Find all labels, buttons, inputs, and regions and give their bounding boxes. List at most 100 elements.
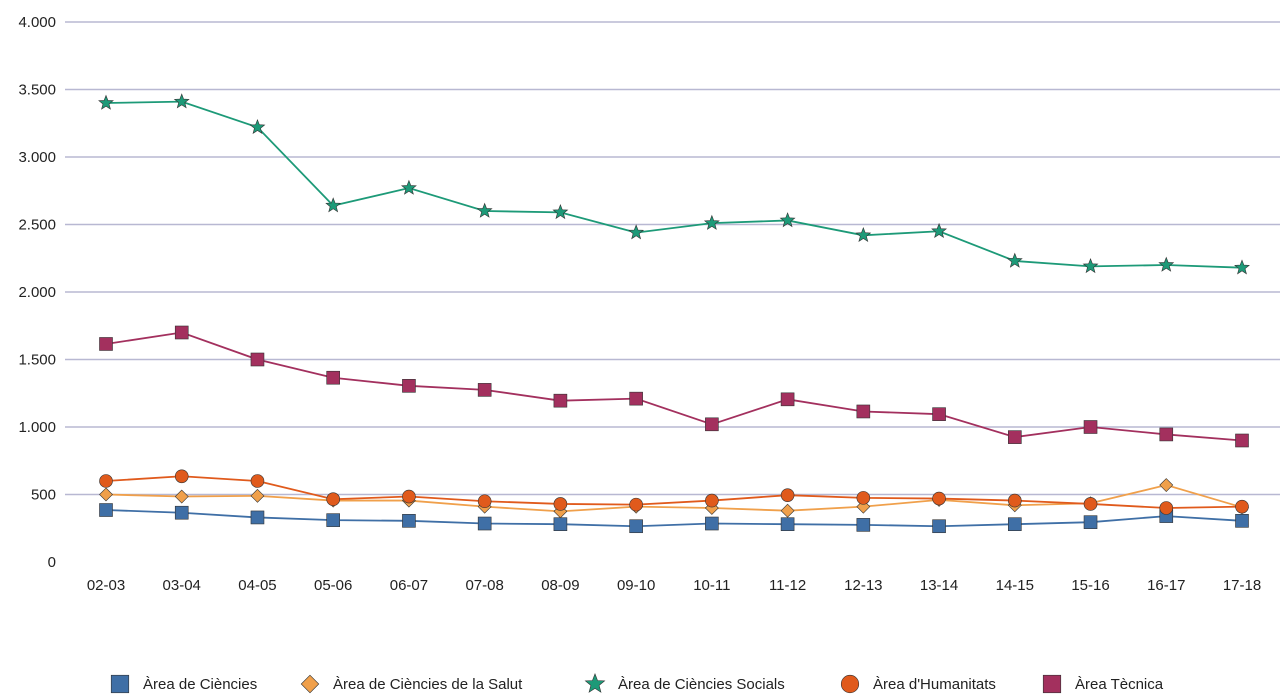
x-axis-tick-labels: 02-03 03-04 04-05 05-06 06-07 07-08 08-09 09-10… bbox=[87, 577, 1261, 594]
legend-item: Àrea de Ciències de la Salut bbox=[300, 674, 523, 694]
data-point bbox=[250, 488, 265, 503]
data-point bbox=[1158, 256, 1175, 272]
series-0 bbox=[99, 503, 1249, 534]
legend-marker bbox=[300, 674, 320, 694]
x-tick-label: 08-09 bbox=[541, 577, 579, 594]
x-tick-label: 14-15 bbox=[996, 577, 1034, 594]
data-point bbox=[326, 492, 341, 507]
x-tick-label: 03-04 bbox=[163, 577, 201, 594]
y-tick-label: 1.500 bbox=[18, 352, 56, 369]
data-point bbox=[629, 497, 643, 512]
legend: Àrea de Ciències Àrea de Ciències de la S… bbox=[110, 673, 1164, 694]
data-point bbox=[932, 519, 946, 534]
series-3 bbox=[99, 469, 1249, 515]
data-point bbox=[326, 513, 341, 527]
x-tick-label: 10-11 bbox=[693, 577, 730, 594]
x-tick-label: 16-17 bbox=[1147, 577, 1185, 594]
x-tick-label: 15-16 bbox=[1071, 577, 1109, 594]
data-point bbox=[174, 469, 189, 484]
data-point bbox=[705, 493, 719, 508]
data-point bbox=[250, 510, 265, 525]
data-point bbox=[249, 118, 266, 135]
legend-item: Àrea Tècnica bbox=[1042, 674, 1164, 694]
legend-item: Àrea de Ciències Socials bbox=[584, 673, 785, 693]
x-tick-label: 11-12 bbox=[769, 577, 806, 594]
series-layer bbox=[98, 93, 1250, 534]
data-point bbox=[856, 404, 871, 419]
y-tick-label: 2.500 bbox=[18, 217, 56, 234]
series-2 bbox=[98, 93, 1250, 275]
data-point bbox=[855, 226, 872, 243]
series-4 bbox=[99, 325, 1249, 448]
legend-marker bbox=[840, 674, 860, 694]
data-point bbox=[99, 503, 113, 517]
y-tick-label: 3.000 bbox=[18, 149, 56, 166]
data-point bbox=[476, 202, 493, 218]
data-point bbox=[402, 379, 416, 393]
series-line bbox=[105, 100, 1243, 269]
legend-label: Àrea de Ciències Socials bbox=[618, 676, 785, 693]
data-point bbox=[553, 393, 568, 408]
data-point bbox=[553, 497, 568, 511]
legend-marker bbox=[110, 674, 130, 694]
data-point bbox=[1007, 517, 1022, 532]
data-point bbox=[326, 370, 341, 385]
data-point bbox=[250, 352, 265, 367]
data-point bbox=[174, 325, 189, 340]
data-point bbox=[1007, 430, 1022, 444]
series-line bbox=[105, 475, 1243, 509]
x-tick-label: 12-13 bbox=[844, 577, 882, 594]
data-point bbox=[703, 214, 720, 230]
data-point bbox=[1082, 258, 1099, 274]
series-line bbox=[105, 509, 1243, 528]
y-tick-label: 500 bbox=[31, 487, 56, 504]
data-point bbox=[1083, 515, 1098, 529]
data-point bbox=[99, 474, 113, 488]
legend-label: Àrea de Ciències de la Salut bbox=[333, 676, 523, 693]
data-point bbox=[173, 93, 190, 109]
data-point bbox=[932, 491, 946, 506]
data-point bbox=[780, 392, 795, 407]
y-tick-label: 0 bbox=[48, 554, 56, 571]
data-point bbox=[325, 197, 342, 213]
data-point bbox=[705, 516, 719, 531]
data-point bbox=[705, 417, 719, 432]
data-point bbox=[779, 212, 796, 228]
data-point bbox=[1159, 501, 1174, 515]
data-point bbox=[99, 337, 113, 351]
data-point bbox=[1235, 433, 1249, 448]
data-point bbox=[477, 494, 492, 509]
data-point bbox=[402, 489, 416, 504]
grid-layer bbox=[65, 21, 1280, 496]
data-point bbox=[856, 491, 871, 505]
y-tick-label: 3.500 bbox=[18, 82, 56, 99]
data-point bbox=[1083, 420, 1098, 434]
data-point bbox=[1235, 499, 1249, 514]
data-point bbox=[98, 94, 114, 110]
data-point bbox=[402, 514, 416, 528]
legend-item: Àrea de Ciències bbox=[110, 674, 257, 694]
y-tick-label: 4.000 bbox=[18, 14, 56, 31]
data-point bbox=[250, 474, 265, 488]
x-tick-label: 06-07 bbox=[390, 577, 428, 594]
data-point bbox=[1083, 497, 1098, 511]
legend-label: Àrea Tècnica bbox=[1075, 676, 1164, 693]
series-line bbox=[105, 484, 1243, 513]
data-point bbox=[628, 224, 645, 240]
data-point bbox=[1006, 252, 1023, 268]
series-line bbox=[105, 331, 1243, 442]
legend-label: Àrea d'Humanitats bbox=[873, 676, 996, 693]
x-tick-label: 13-14 bbox=[920, 577, 958, 594]
data-point bbox=[401, 179, 417, 195]
x-tick-label: 09-10 bbox=[617, 577, 655, 594]
legend-marker bbox=[1042, 674, 1062, 694]
x-tick-label: 04-05 bbox=[238, 577, 276, 594]
x-tick-label: 07-08 bbox=[465, 577, 503, 594]
data-point bbox=[931, 222, 947, 238]
legend-label: Àrea de Ciències bbox=[143, 676, 257, 693]
data-point bbox=[174, 489, 189, 504]
y-tick-label: 2.000 bbox=[18, 284, 56, 301]
data-point bbox=[553, 517, 568, 532]
